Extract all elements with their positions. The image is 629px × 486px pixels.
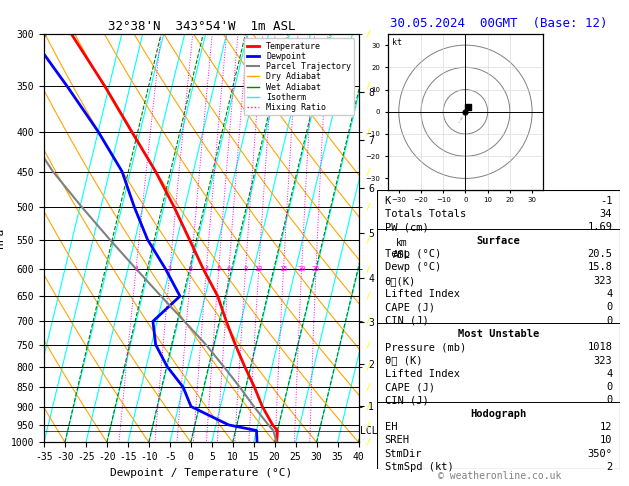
Text: 12: 12 (600, 422, 612, 432)
Text: 0: 0 (606, 382, 612, 392)
Text: Surface: Surface (477, 236, 520, 246)
Text: 0: 0 (606, 396, 612, 405)
Text: /: / (365, 438, 370, 447)
Text: Temp (°C): Temp (°C) (385, 249, 441, 259)
Y-axis label: km
ASL: km ASL (393, 238, 411, 260)
Title: 32°38'N  343°54'W  1m ASL: 32°38'N 343°54'W 1m ASL (108, 20, 295, 33)
Point (463, 104, 473, 111)
Text: 0: 0 (606, 315, 612, 326)
Text: /: / (365, 340, 370, 349)
Text: 15: 15 (279, 266, 288, 272)
Text: CAPE (J): CAPE (J) (385, 302, 435, 312)
Text: Lifted Index: Lifted Index (385, 289, 460, 299)
Text: 8: 8 (243, 266, 248, 272)
Text: θᴇ (K): θᴇ (K) (385, 356, 422, 365)
Text: 4: 4 (606, 369, 612, 379)
Text: /: / (365, 362, 370, 371)
Text: 5: 5 (216, 266, 221, 272)
Text: /: / (365, 167, 370, 176)
Text: /: / (365, 420, 370, 429)
Text: /: / (365, 235, 370, 244)
Text: 0: 0 (606, 302, 612, 312)
Text: 4: 4 (204, 266, 209, 272)
Text: Most Unstable: Most Unstable (458, 329, 539, 339)
Text: 25: 25 (312, 266, 320, 272)
Text: SREH: SREH (385, 435, 409, 445)
Text: Dewp (°C): Dewp (°C) (385, 262, 441, 272)
Text: θᴇ(K): θᴇ(K) (385, 276, 416, 286)
Text: 20.5: 20.5 (587, 249, 612, 259)
Text: 1.69: 1.69 (587, 223, 612, 232)
Text: CAPE (J): CAPE (J) (385, 382, 435, 392)
Text: /: / (365, 82, 370, 91)
Text: Pressure (mb): Pressure (mb) (385, 342, 466, 352)
Text: CIN (J): CIN (J) (385, 396, 428, 405)
Text: 34: 34 (600, 209, 612, 219)
Text: StmDir: StmDir (385, 449, 422, 459)
Text: Hodograph: Hodograph (470, 409, 526, 419)
Text: 2: 2 (606, 462, 612, 472)
Text: /: / (365, 292, 370, 301)
Text: Lifted Index: Lifted Index (385, 369, 460, 379)
Text: EH: EH (385, 422, 397, 432)
Text: 1018: 1018 (587, 342, 612, 352)
Text: CIN (J): CIN (J) (385, 315, 428, 326)
Text: LCL: LCL (360, 426, 377, 435)
Text: Totals Totals: Totals Totals (385, 209, 466, 219)
Text: 20: 20 (298, 266, 306, 272)
Point (460, 108, 470, 116)
Text: /: / (365, 30, 370, 38)
Text: 350°: 350° (587, 449, 612, 459)
Text: StmSpd (kt): StmSpd (kt) (385, 462, 454, 472)
Text: /: / (365, 127, 370, 136)
Text: 6: 6 (227, 266, 231, 272)
Text: 10: 10 (255, 266, 263, 272)
Text: PW (cm): PW (cm) (385, 223, 428, 232)
Text: 323: 323 (594, 356, 612, 365)
Text: /: / (365, 402, 370, 411)
Text: /: / (365, 317, 370, 326)
Text: 10: 10 (600, 435, 612, 445)
Text: /: / (365, 382, 370, 392)
Text: © weatheronline.co.uk: © weatheronline.co.uk (438, 471, 562, 481)
Legend: Temperature, Dewpoint, Parcel Trajectory, Dry Adiabat, Wet Adiabat, Isotherm, Mi: Temperature, Dewpoint, Parcel Trajectory… (243, 38, 354, 115)
Text: /: / (365, 203, 370, 212)
Text: 4: 4 (606, 289, 612, 299)
Text: 323: 323 (594, 276, 612, 286)
Text: -1: -1 (600, 196, 612, 206)
Text: /: / (365, 264, 370, 274)
X-axis label: Dewpoint / Temperature (°C): Dewpoint / Temperature (°C) (110, 468, 292, 478)
Text: 3: 3 (189, 266, 193, 272)
Text: 15.8: 15.8 (587, 262, 612, 272)
Text: 2: 2 (168, 266, 172, 272)
Text: K: K (385, 196, 391, 206)
Text: 30.05.2024  00GMT  (Base: 12): 30.05.2024 00GMT (Base: 12) (390, 17, 608, 30)
Text: 1: 1 (134, 266, 138, 272)
Text: kt: kt (392, 38, 402, 48)
Y-axis label: hPa: hPa (0, 228, 5, 248)
